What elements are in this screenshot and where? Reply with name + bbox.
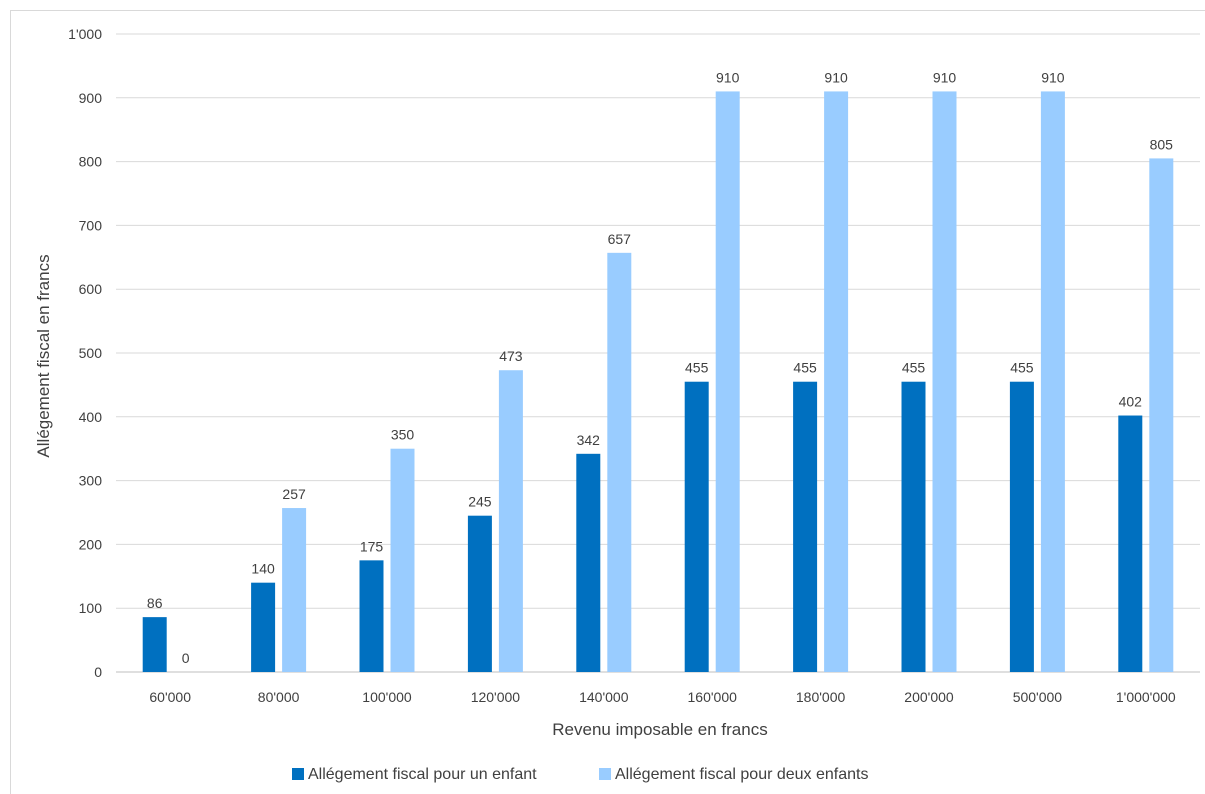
- chart-frame: [10, 10, 1205, 794]
- data-label: 455: [793, 360, 817, 376]
- y-tick-label: 0: [94, 664, 102, 680]
- bar-two-children: [282, 508, 307, 672]
- x-tick-label: 60'000: [149, 689, 191, 705]
- bar-two-children: [1149, 158, 1174, 672]
- data-label: 455: [1010, 360, 1034, 376]
- bar-one-child: [1009, 381, 1034, 672]
- x-tick-label: 500'000: [1013, 689, 1063, 705]
- legend-swatch-one-child: [292, 768, 304, 780]
- bar-one-child: [359, 560, 384, 672]
- data-label: 245: [468, 494, 492, 510]
- y-tick-label: 1'000: [68, 26, 102, 42]
- bar-one-child: [901, 381, 926, 672]
- x-tick-label: 1'000'000: [1116, 689, 1176, 705]
- data-label: 657: [608, 231, 632, 247]
- data-label: 805: [1150, 136, 1174, 152]
- bar-two-children: [715, 91, 740, 673]
- y-axis-title: Allégement fiscal en francs: [34, 254, 53, 457]
- data-label: 350: [391, 427, 415, 443]
- data-label: 910: [824, 69, 848, 85]
- y-tick-label: 300: [79, 473, 103, 489]
- x-axis-title: Revenu imposable en francs: [552, 720, 767, 739]
- legend: Allégement fiscal pour un enfant Allégem…: [292, 766, 868, 783]
- data-label: 473: [499, 348, 523, 364]
- data-label: 175: [360, 538, 384, 554]
- bar-one-child: [467, 515, 492, 672]
- y-tick-label: 100: [79, 600, 103, 616]
- y-tick-label: 400: [79, 409, 103, 425]
- bar-two-children: [824, 91, 849, 673]
- data-label: 0: [182, 650, 190, 666]
- y-tick-label: 600: [79, 281, 103, 297]
- data-label: 455: [902, 360, 926, 376]
- y-tick-label: 200: [79, 536, 103, 552]
- x-tick-label: 200'000: [904, 689, 954, 705]
- x-tick-label: 160'000: [688, 689, 738, 705]
- x-tick-label: 100'000: [362, 689, 412, 705]
- data-label: 910: [716, 69, 740, 85]
- bars: [142, 91, 1174, 673]
- data-label: 910: [933, 69, 957, 85]
- y-axis-ticks: 0 100 200 300 400 500 600 700 800 900 1'000: [68, 26, 102, 680]
- bar-one-child: [142, 617, 167, 672]
- y-tick-label: 700: [79, 217, 103, 233]
- legend-label-two-children: Allégement fiscal pour deux enfants: [615, 766, 868, 783]
- legend-label-one-child: Allégement fiscal pour un enfant: [308, 766, 537, 783]
- bar-one-child: [251, 582, 276, 672]
- bar-two-children: [498, 370, 523, 672]
- y-tick-label: 900: [79, 90, 103, 106]
- y-tick-label: 500: [79, 345, 103, 361]
- x-tick-label: 120'000: [471, 689, 521, 705]
- bar-two-children: [932, 91, 957, 673]
- data-labels: 86 0 140 257 175 350 245 473 342 657 455 910 455 910 4…: [147, 69, 1173, 666]
- x-tick-label: 180'000: [796, 689, 846, 705]
- data-label: 455: [685, 360, 709, 376]
- bar-one-child: [576, 453, 601, 672]
- y-tick-label: 800: [79, 154, 103, 170]
- bar-one-child: [684, 381, 709, 672]
- bar-one-child: [1118, 415, 1143, 672]
- data-label: 402: [1119, 394, 1143, 410]
- legend-swatch-two-children: [599, 768, 611, 780]
- x-tick-label: 80'000: [258, 689, 300, 705]
- data-label: 342: [577, 432, 601, 448]
- x-axis-ticks: 60'000 80'000 100'000 120'000 140'000 160'000…: [149, 689, 1176, 705]
- bar-one-child: [793, 381, 818, 672]
- gridlines: [116, 33, 1200, 673]
- bar-two-children: [390, 448, 415, 672]
- bar-two-children: [1040, 91, 1065, 673]
- data-label: 86: [147, 595, 163, 611]
- data-label: 257: [282, 486, 306, 502]
- x-tick-label: 140'000: [579, 689, 629, 705]
- data-label: 140: [251, 561, 275, 577]
- data-label: 910: [1041, 69, 1065, 85]
- bar-two-children: [607, 252, 632, 673]
